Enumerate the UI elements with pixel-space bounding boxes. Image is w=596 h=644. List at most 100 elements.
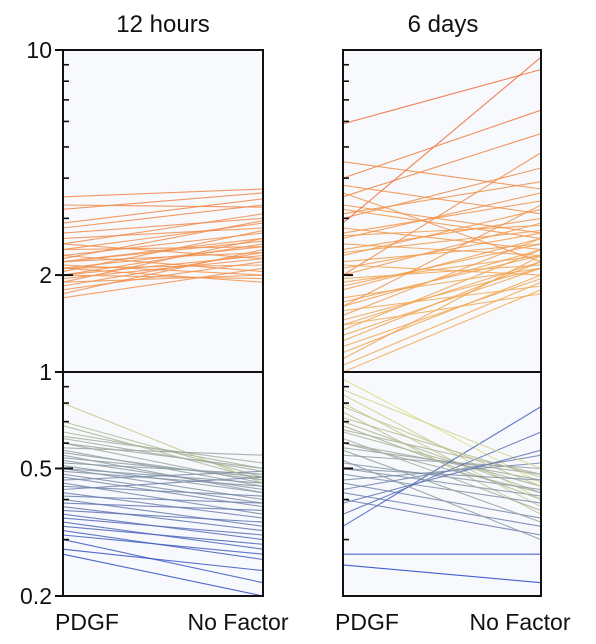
y-tick-label: 10 [26,37,52,63]
repressed-gene-line [342,449,542,523]
induced-gene-line [342,161,542,190]
induced-gene-line [342,192,542,239]
induced-gene-line [62,217,264,234]
induced-gene-line [342,224,542,237]
lines-layer-12-hours [62,188,264,597]
ticks-12-hours [55,49,73,597]
repressed-gene-line [62,437,264,472]
repressed-gene-line [342,459,542,541]
repressed-gene-line [62,465,264,494]
repressed-gene-line [342,406,542,527]
induced-gene-line [62,237,264,263]
induced-gene-line [342,229,542,254]
repressed-gene-line [62,452,264,481]
induced-gene-line [342,254,542,303]
ticks-6-days [343,49,353,597]
induced-gene-line [342,285,542,312]
induced-gene-line [342,204,542,234]
induced-gene-line [342,192,542,263]
induced-gene-line [62,264,264,269]
repressed-gene-line [342,482,542,519]
induced-gene-line [342,232,542,269]
induced-gene-line [62,188,264,198]
repressed-gene-line [62,509,264,523]
repressed-gene-line [62,431,264,470]
induced-gene-line [62,251,264,263]
induced-gene-line [342,249,542,307]
repressed-gene-line [342,564,542,584]
repressed-gene-line [342,454,542,491]
repressed-gene-line [62,402,264,484]
induced-gene-line [62,267,264,283]
induced-gene-line [62,254,264,276]
repressed-gene-line [342,467,542,481]
induced-gene-line [342,254,542,283]
repressed-gene-line [62,506,264,532]
repressed-gene-line [342,498,542,536]
induced-gene-line [62,274,264,283]
induced-gene-line [342,56,542,224]
repressed-gene-line [62,425,264,481]
induced-gene-line [342,217,542,251]
repressed-gene-line [62,459,264,491]
repressed-gene-line [62,442,264,484]
repressed-gene-line [342,462,542,481]
repressed-gene-line [342,425,542,501]
induced-gene-line [342,274,542,354]
x-label-no-factor-12-hours: No Factor [188,609,289,635]
repressed-gene-line [342,406,542,487]
y-tick-label: 1 [39,359,52,385]
x-label-pdgf-12-hours: PDGF [55,609,119,635]
induced-gene-line [342,227,542,251]
induced-gene-line [62,258,264,280]
induced-gene-line [342,267,542,321]
induced-gene-line [62,192,264,210]
repressed-gene-line [62,435,264,464]
induced-gene-line [342,281,542,366]
induced-gene-line [62,220,264,260]
y-axis-labels: 10 2 1 0.5 0.2 [20,37,52,609]
induced-gene-line [342,243,542,257]
repressed-gene-line [62,457,264,478]
induced-gene-line [342,152,542,276]
y-tick-label: 0.2 [20,583,52,609]
induced-gene-line [62,198,264,224]
y-tick-label: 0.5 [20,456,52,482]
induced-gene-line [342,264,542,280]
induced-gene-line [342,289,542,373]
induced-gene-line [342,293,542,326]
induced-gene-line [62,243,264,260]
repressed-gene-line [62,442,264,470]
x-label-pdgf-6-days: PDGF [335,609,399,635]
panel-12-hours: 12 hours PDGF No Factor [55,11,289,635]
panel-title-6-days: 6 days [408,11,479,38]
panel-title-12-hours: 12 hours [116,11,209,38]
plot-area-6-days [343,50,541,596]
induced-gene-line [342,200,542,234]
y-tick-label: 2 [39,262,52,288]
induced-gene-line [342,184,542,215]
repressed-gene-line [342,492,542,527]
repressed-gene-line [62,525,264,545]
induced-gene-line [62,227,264,239]
plot-frame-6-days [342,49,542,597]
induced-gene-line [342,208,542,257]
induced-gene-line [342,255,542,360]
induced-gene-line [342,264,542,276]
induced-gene-line [342,261,542,342]
repressed-gene-line [62,467,264,484]
repressed-gene-line [62,539,264,584]
induced-gene-line [342,243,542,263]
x-label-no-factor-6-days: No Factor [470,609,571,635]
repressed-gene-line [62,517,264,536]
repressed-gene-line [62,476,264,491]
repressed-gene-line [342,447,542,475]
repressed-gene-line [342,442,542,494]
induced-gene-line [62,251,264,287]
induced-gene-line [342,181,542,215]
repressed-gene-line [342,431,542,487]
induced-gene-line [62,246,264,251]
repressed-gene-line [342,449,542,504]
repressed-gene-line [342,421,542,494]
